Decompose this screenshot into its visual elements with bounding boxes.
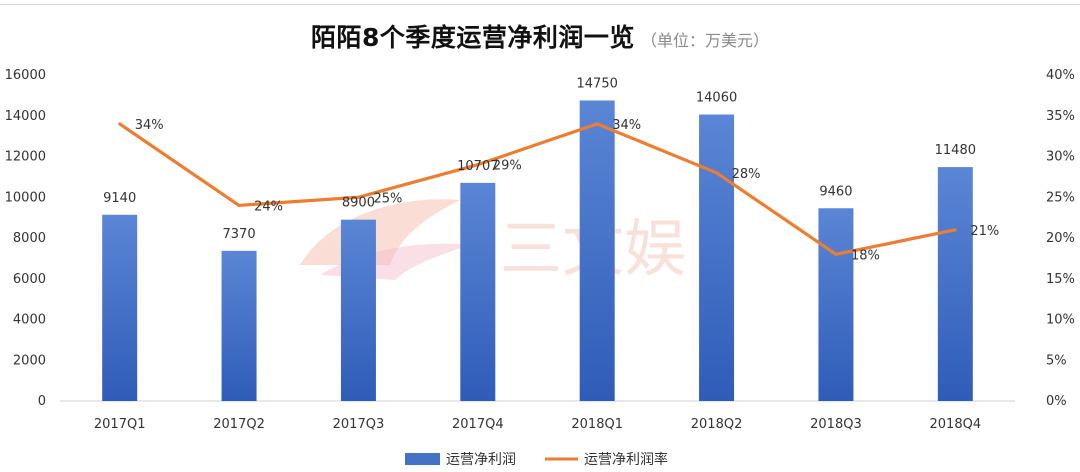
left-tick-label: 4000 (13, 313, 46, 328)
chart-subtitle: （单位：万美元） (640, 31, 769, 50)
left-tick-label: 10000 (5, 190, 46, 205)
bar-data-label: 14750 (577, 76, 618, 91)
bar (221, 250, 257, 401)
x-tick-label: 2018Q3 (810, 417, 862, 432)
right-tick-label: 25% (1046, 190, 1075, 205)
bar-data-label: 8900 (342, 196, 375, 211)
bar-data-label: 10707 (457, 159, 498, 174)
x-tick-label: 2018Q4 (930, 417, 982, 432)
bar (460, 182, 496, 401)
left-tick-label: 2000 (13, 353, 46, 368)
line-point (595, 122, 599, 126)
chart-title: 陌陌8个季度运营净利润一览 (311, 23, 635, 52)
bar-data-label: 9140 (103, 191, 136, 206)
bar (818, 208, 854, 401)
x-tick-label: 2018Q1 (571, 417, 623, 432)
bar-data-label: 11480 (935, 143, 976, 158)
left-tick-label: 16000 (5, 68, 46, 83)
line-point (118, 122, 122, 126)
bar (699, 114, 735, 401)
bar-data-label: 9460 (819, 184, 852, 199)
line-data-label: 34% (612, 118, 641, 133)
legend-bar-swatch (405, 453, 440, 465)
line-data-label: 24% (254, 199, 283, 214)
line-data-label: 34% (135, 118, 164, 133)
bar (937, 167, 973, 401)
right-tick-label: 20% (1046, 231, 1075, 246)
legend-line-label: 运营净利润率 (584, 451, 668, 468)
x-tick-label: 2017Q3 (333, 417, 385, 432)
right-tick-label: 35% (1046, 109, 1075, 124)
left-tick-label: 14000 (5, 109, 46, 124)
line-point (237, 203, 241, 207)
bar-data-label: 7370 (223, 227, 256, 242)
series-line (118, 122, 956, 256)
left-tick-label: 12000 (5, 150, 46, 165)
left-tick-label: 8000 (13, 231, 46, 246)
title-area: 陌陌8个季度运营净利润一览 （单位：万美元） (0, 18, 1080, 54)
line-data-label: 28% (732, 167, 761, 182)
line-point (356, 195, 360, 199)
top-rule (0, 0, 1080, 5)
bar (102, 214, 138, 401)
x-tick-label: 2017Q1 (94, 417, 146, 432)
x-tick-label: 2018Q2 (691, 417, 743, 432)
line-data-label: 29% (493, 159, 522, 174)
left-tick-label: 6000 (13, 272, 46, 287)
line-point (834, 252, 838, 256)
line-data-label: 21% (970, 224, 999, 239)
right-tick-label: 10% (1046, 313, 1075, 328)
line-point (953, 228, 957, 232)
right-tick-label: 40% (1046, 68, 1075, 83)
x-tick-label: 2017Q2 (213, 417, 265, 432)
right-tick-label: 5% (1046, 353, 1067, 368)
bar (579, 100, 615, 401)
line-point (476, 163, 480, 167)
line-data-label: 18% (851, 248, 880, 263)
bar (340, 219, 376, 401)
right-tick-label: 15% (1046, 272, 1075, 287)
line-data-label: 25% (373, 191, 402, 206)
legend-bar-label: 运营净利润 (446, 452, 516, 468)
watermark-logo-mark (300, 199, 460, 265)
right-tick-label: 0% (1046, 394, 1067, 409)
right-tick-label: 30% (1046, 150, 1075, 165)
bar-data-label: 14060 (696, 91, 737, 106)
line-point (715, 171, 719, 175)
x-tick-label: 2017Q4 (452, 417, 504, 432)
left-tick-label: 0 (38, 394, 46, 409)
